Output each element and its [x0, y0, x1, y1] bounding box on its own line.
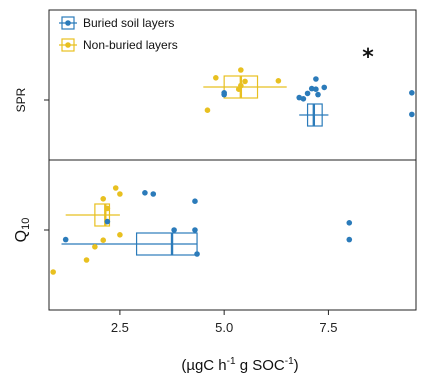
data-point [100, 196, 107, 202]
legend-swatch-point [65, 20, 71, 26]
boxplot-buried [61, 232, 198, 256]
legend-item-non-buried: Non-buried layers [59, 38, 178, 52]
data-point [171, 227, 177, 233]
data-point [238, 67, 244, 73]
x-tick-label: 2.5 [111, 320, 129, 335]
data-point [213, 75, 219, 81]
data-point [409, 111, 415, 118]
data-point [308, 85, 315, 92]
data-point [275, 78, 282, 84]
data-point [100, 237, 107, 243]
legend: Buried soil layers Non-buried layers [59, 16, 178, 52]
data-point [313, 86, 319, 92]
data-point [117, 191, 123, 197]
data-point [194, 251, 200, 257]
data-point [150, 191, 157, 197]
data-point [192, 198, 198, 204]
boxplot-non-buried [65, 203, 120, 227]
data-point [92, 244, 98, 250]
box [135, 232, 198, 256]
data-point [104, 218, 111, 225]
boxplots [61, 75, 329, 256]
data-point [346, 220, 353, 226]
x-tick-label: 7.5 [319, 320, 337, 335]
data-point [304, 90, 311, 97]
data-points [50, 67, 415, 275]
panel-label-spr: SPR [14, 87, 28, 112]
data-point [321, 84, 328, 91]
boxplot-buried [299, 103, 329, 127]
data-point [62, 236, 69, 243]
panel-label-q10: Q10 [13, 218, 32, 243]
data-point [221, 91, 227, 98]
legend-label: Non-buried layers [83, 38, 178, 52]
data-point [315, 91, 321, 98]
data-point [313, 76, 319, 82]
data-point [83, 257, 90, 263]
data-point [192, 227, 198, 233]
data-point [242, 78, 248, 85]
data-point [104, 205, 111, 212]
legend-label: Buried soil layers [83, 16, 174, 30]
data-point [346, 236, 353, 243]
legend-item-buried: Buried soil layers [59, 16, 174, 30]
axes: SPR * Q10 2.5 5.0 7.5 (µgC h-1 g SOC-1) [13, 45, 374, 374]
x-tick-label: 5.0 [215, 320, 233, 335]
box [94, 203, 111, 227]
data-point [112, 185, 119, 191]
data-point [117, 232, 123, 238]
data-point [300, 96, 307, 102]
data-point [50, 269, 56, 275]
data-point [204, 107, 211, 113]
x-axis-title: (µgC h-1 g SOC-1) [181, 356, 298, 374]
plot-frame [48, 9, 417, 311]
legend-swatch-point [65, 42, 71, 48]
significance-marker: * [362, 45, 374, 70]
data-point [409, 90, 415, 96]
data-point [235, 86, 242, 92]
data-point [142, 190, 148, 196]
